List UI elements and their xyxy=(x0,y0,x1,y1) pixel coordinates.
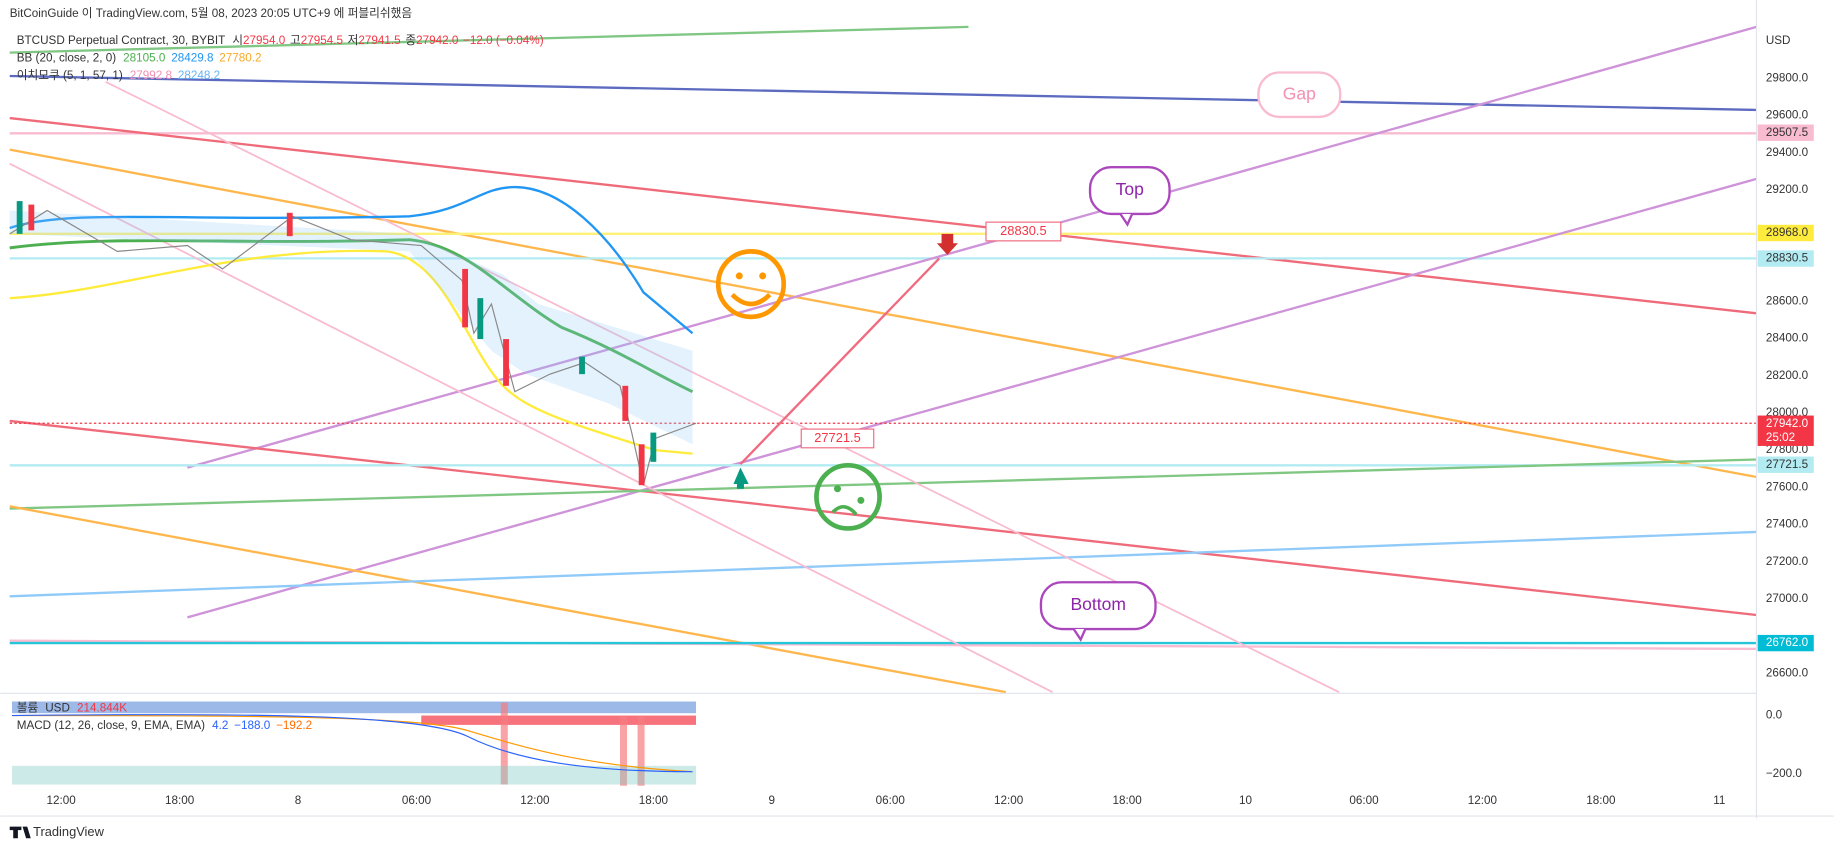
price-badge-text: 28830.5 xyxy=(1766,252,1809,265)
time-tick: 12:00 xyxy=(994,794,1024,807)
price-badge-text: 26762.0 xyxy=(1766,636,1809,649)
volume-value: 214.844K xyxy=(77,702,127,715)
macd-tick: −200.0 xyxy=(1766,767,1803,780)
price-tick: 27800.0 xyxy=(1766,443,1809,456)
price-badge xyxy=(1757,224,1814,242)
price-tick: 27200.0 xyxy=(1766,555,1809,568)
ichimoku-name: 이치모쿠 (5, 1, 57, 1) xyxy=(17,69,123,82)
time-tick: 06:00 xyxy=(876,794,906,807)
ohlc-value: 27942.0 xyxy=(416,34,459,47)
price-badge-text: 28968.0 xyxy=(1766,226,1809,239)
legend-bb: BB (20, close, 2, 0) 28105.0 28429.8 27780.… xyxy=(17,52,262,65)
legend-ichimoku: 이치모쿠 (5, 1, 57, 1) 27992.8 28248.2 xyxy=(17,69,220,82)
ohlc-label: 저 xyxy=(348,34,359,47)
price-badge xyxy=(1757,250,1814,267)
price-badge-extra: 25:02 xyxy=(1766,431,1795,444)
footer-brand: TradingView xyxy=(33,824,104,839)
ohlc-value: 27954.0 xyxy=(243,34,286,47)
price-tick: 29800.0 xyxy=(1766,71,1809,84)
support-label: 27721.5 xyxy=(814,430,860,445)
time-tick: 06:00 xyxy=(402,794,432,807)
price-tick: 27000.0 xyxy=(1766,592,1809,605)
price-tick: 28600.0 xyxy=(1766,295,1809,308)
price-badge-text: 29507.5 xyxy=(1766,126,1809,139)
bottom-label: Bottom xyxy=(1070,594,1126,614)
time-tick: 12:00 xyxy=(520,794,550,807)
ohlc-label: 시 xyxy=(232,34,243,47)
volume-macd xyxy=(12,701,697,786)
price-badge xyxy=(1757,124,1814,141)
ichimoku-value: 28248.2 xyxy=(178,69,220,82)
price-unit: USD xyxy=(1766,34,1791,47)
legend-macd: MACD (12, 26, close, 9, EMA, EMA) 4.2 −188… xyxy=(17,719,312,732)
legend-volume: 볼륨 USD 214.844K xyxy=(17,702,127,715)
time-tick: 9 xyxy=(769,794,776,807)
price-badge-text: 27942.0 xyxy=(1766,417,1809,430)
macd-value: −188.0 xyxy=(234,719,271,732)
price-tick: 29600.0 xyxy=(1766,109,1809,122)
time-tick: 11 xyxy=(1713,794,1725,807)
price-badge xyxy=(1757,634,1814,652)
bb-value: 28105.0 xyxy=(123,52,166,65)
change: −12.0 (−0.04%) xyxy=(463,34,544,47)
ohlc-value: 27941.5 xyxy=(358,34,401,47)
ohlc-label: 종 xyxy=(405,34,416,47)
time-tick: 18:00 xyxy=(1586,794,1616,807)
volume-name: 볼륨 xyxy=(17,702,39,715)
time-tick: 18:00 xyxy=(1112,794,1142,807)
price-tick: 29400.0 xyxy=(1766,146,1809,159)
price-badge xyxy=(1757,456,1814,473)
bb-name: BB (20, close, 2, 0) xyxy=(17,52,116,65)
footer-logo xyxy=(9,826,31,839)
gap-label: Gap xyxy=(1283,83,1316,103)
price-tick: 27600.0 xyxy=(1766,480,1809,493)
macd-value: 4.2 xyxy=(212,719,228,732)
ohlc-value: 27954.5 xyxy=(301,34,344,47)
time-tick: 18:00 xyxy=(639,794,669,807)
time-tick: 06:00 xyxy=(1349,794,1379,807)
drawings xyxy=(9,25,1757,694)
price-tick: 29200.0 xyxy=(1766,183,1809,196)
macd-value: −192.2 xyxy=(276,719,312,732)
ichimoku-value: 27992.8 xyxy=(130,69,172,82)
price-tick: 27400.0 xyxy=(1766,518,1809,531)
time-tick: 10 xyxy=(1239,794,1253,807)
time-tick: 8 xyxy=(295,794,302,807)
target-label: 28830.5 xyxy=(1000,223,1046,238)
bb-value: 28429.8 xyxy=(171,52,213,65)
symbol: BTCUSD Perpetual Contract, 30, BYBIT xyxy=(17,34,226,47)
time-tick: 12:00 xyxy=(47,794,77,807)
candles xyxy=(16,201,657,486)
volume-unit: USD xyxy=(45,702,70,715)
top-label: Top xyxy=(1116,179,1144,199)
publisher: BitCoinGuide 이 TradingView.com, 5월 08, 2… xyxy=(10,7,413,20)
macd-tick: 0.0 xyxy=(1766,709,1783,722)
ohlc-label: 고 xyxy=(290,34,301,47)
price-badge-text: 27721.5 xyxy=(1766,458,1809,471)
time-tick: 18:00 xyxy=(165,794,195,807)
bb-value: 27780.2 xyxy=(219,52,261,65)
price-tick: 26600.0 xyxy=(1766,666,1809,679)
price-tick: 28200.0 xyxy=(1766,369,1809,382)
pane-separators xyxy=(0,0,1834,819)
price-tick: 28400.0 xyxy=(1766,332,1809,345)
time-tick: 12:00 xyxy=(1468,794,1498,807)
legend-symbol: BTCUSD Perpetual Contract, 30, BYBIT 시279… xyxy=(17,34,544,47)
macd-name: MACD (12, 26, close, 9, EMA, EMA) xyxy=(17,719,205,732)
price-badge xyxy=(1757,415,1814,446)
